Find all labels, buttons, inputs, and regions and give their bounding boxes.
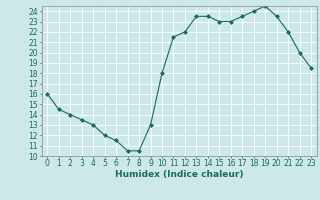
X-axis label: Humidex (Indice chaleur): Humidex (Indice chaleur) (115, 170, 244, 179)
